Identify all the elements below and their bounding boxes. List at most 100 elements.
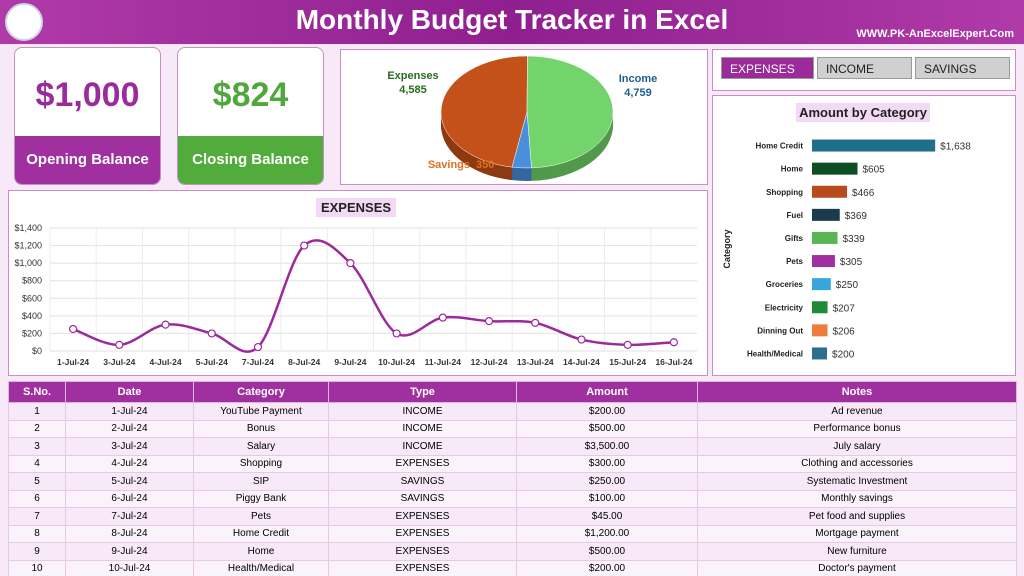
y-tick-label: Electricity — [765, 303, 804, 312]
point — [392, 329, 401, 338]
table-cell: $3,500.00 — [516, 437, 698, 456]
bar — [812, 208, 840, 221]
y-tick-label: $200 — [22, 328, 42, 338]
table-cell: $500.00 — [516, 542, 698, 561]
bar — [812, 278, 831, 291]
logo — [5, 3, 43, 41]
bar — [812, 301, 828, 314]
y-axis-title: Category — [722, 229, 732, 268]
point — [207, 329, 216, 338]
y-tick-label: $400 — [22, 311, 42, 321]
title-box — [316, 198, 396, 217]
table-cell: 8-Jul-24 — [65, 524, 194, 543]
table-cell: Shopping — [193, 454, 329, 473]
value-label: $200 — [832, 349, 855, 360]
column-header: Amount — [516, 381, 698, 403]
bar — [812, 347, 828, 360]
table-cell: July salary — [697, 437, 1017, 456]
table-cell: 6 — [8, 489, 66, 508]
table-cell: Home Credit — [193, 524, 329, 543]
point — [253, 342, 263, 352]
title-box — [796, 103, 930, 122]
value-label: $250 — [836, 280, 859, 291]
value-label: $305 — [840, 257, 863, 268]
table-cell: Home — [193, 542, 329, 561]
bar — [812, 255, 835, 268]
x-tick-label: 4-Jul-24 — [149, 357, 181, 367]
point — [69, 324, 78, 334]
table-row: 2 2-Jul-24 Bonus INCOME $500.00 Performance b… — [8, 419, 1017, 438]
table-cell: $200.00 — [516, 559, 698, 576]
table-cell: Pet food and supplies — [697, 507, 1017, 526]
filter-button[interactable]: EXPENSES — [721, 57, 814, 79]
table-row: 1 1-Jul-24 YouTube Payment INCOME $200.00 Ad … — [8, 402, 1017, 421]
value-label: $207 — [833, 303, 856, 314]
table-cell: 6-Jul-24 — [65, 489, 194, 508]
table-cell: Doctor's payment — [697, 559, 1017, 576]
y-tick-label: $1,200 — [14, 241, 42, 251]
column-header: Notes — [697, 381, 1017, 403]
y-tick-label: Fuel — [787, 211, 803, 220]
table-cell: $1,200.00 — [516, 524, 698, 543]
table-cell: 2-Jul-24 — [65, 419, 194, 438]
card-value: $824 — [212, 76, 289, 114]
table-cell: 4-Jul-24 — [65, 454, 194, 473]
chart-title: Amount by Category — [799, 105, 928, 120]
point — [300, 241, 309, 250]
point — [161, 320, 170, 329]
opening-card: $1,000 Opening Balance — [14, 47, 161, 185]
pie-label-value: 350 — [476, 159, 494, 171]
y-tick-label: Health/Medical — [747, 349, 803, 358]
y-tick-label: $1,400 — [14, 223, 42, 233]
table-cell: 1-Jul-24 — [65, 402, 194, 421]
table-cell: 9-Jul-24 — [65, 542, 194, 561]
pie-label-name: Income — [619, 73, 658, 85]
point — [623, 340, 632, 349]
table-cell: Piggy Bank — [193, 489, 329, 508]
table-cell: Salary — [193, 437, 329, 456]
table-cell: 2 — [8, 419, 66, 438]
bar — [812, 139, 936, 152]
y-tick-label: $800 — [22, 276, 42, 286]
table-cell: YouTube Payment — [193, 402, 329, 421]
filter-button[interactable]: SAVINGS — [915, 57, 1010, 79]
table-row: 5 5-Jul-24 SIP SAVINGS $250.00 Systematic Inv… — [8, 472, 1017, 491]
pie-label-name: Savings — [428, 159, 470, 171]
card-label: Opening Balance — [15, 136, 160, 184]
x-tick-label: 12-Jul-24 — [471, 357, 508, 367]
header-bar — [0, 0, 1024, 44]
x-tick-label: 16-Jul-24 — [655, 357, 692, 367]
value-label: $369 — [845, 211, 868, 222]
table-cell: 3-Jul-24 — [65, 437, 194, 456]
table-cell: EXPENSES — [328, 454, 517, 473]
table-cell: Clothing and accessories — [697, 454, 1017, 473]
chart-title: EXPENSES — [321, 200, 391, 215]
point — [438, 313, 447, 322]
x-tick-label: 7-Jul-24 — [242, 357, 274, 367]
x-tick-label: 1-Jul-24 — [57, 357, 89, 367]
y-tick-label: Shopping — [766, 188, 803, 197]
x-tick-label: 3-Jul-24 — [103, 357, 135, 367]
table-row: 7 7-Jul-24 Pets EXPENSES $45.00 Pet food and … — [8, 507, 1017, 526]
table-cell: $45.00 — [516, 507, 698, 526]
y-tick-label: Dinning Out — [757, 326, 803, 335]
x-tick-label: 13-Jul-24 — [517, 357, 554, 367]
y-tick-label: $0 — [32, 346, 42, 356]
card-value: $1,000 — [35, 76, 140, 114]
table-cell: Mortgage payment — [697, 524, 1017, 543]
table-row: 6 6-Jul-24 Piggy Bank SAVINGS $100.00 Monthly… — [8, 489, 1017, 508]
page-title: Monthly Budget Tracker in Excel — [295, 4, 729, 35]
table-cell: SAVINGS — [328, 472, 517, 491]
pie-slice — [511, 111, 532, 169]
table-cell: EXPENSES — [328, 559, 517, 576]
value-label: $466 — [852, 188, 875, 199]
table-row: 8 8-Jul-24 Home Credit EXPENSES $1,200.00 Mor… — [8, 524, 1017, 543]
charts: Expenses 4,585 Income 4,759 Savings 350 EXPENS… — [14, 55, 971, 367]
y-tick-label: Groceries — [766, 280, 804, 289]
bar — [812, 162, 858, 175]
bar — [812, 324, 828, 337]
filter-button[interactable]: INCOME — [817, 57, 912, 79]
table-row: 10 10-Jul-24 Health/Medical EXPENSES $200.00… — [8, 559, 1017, 576]
table-cell: 5 — [8, 472, 66, 491]
